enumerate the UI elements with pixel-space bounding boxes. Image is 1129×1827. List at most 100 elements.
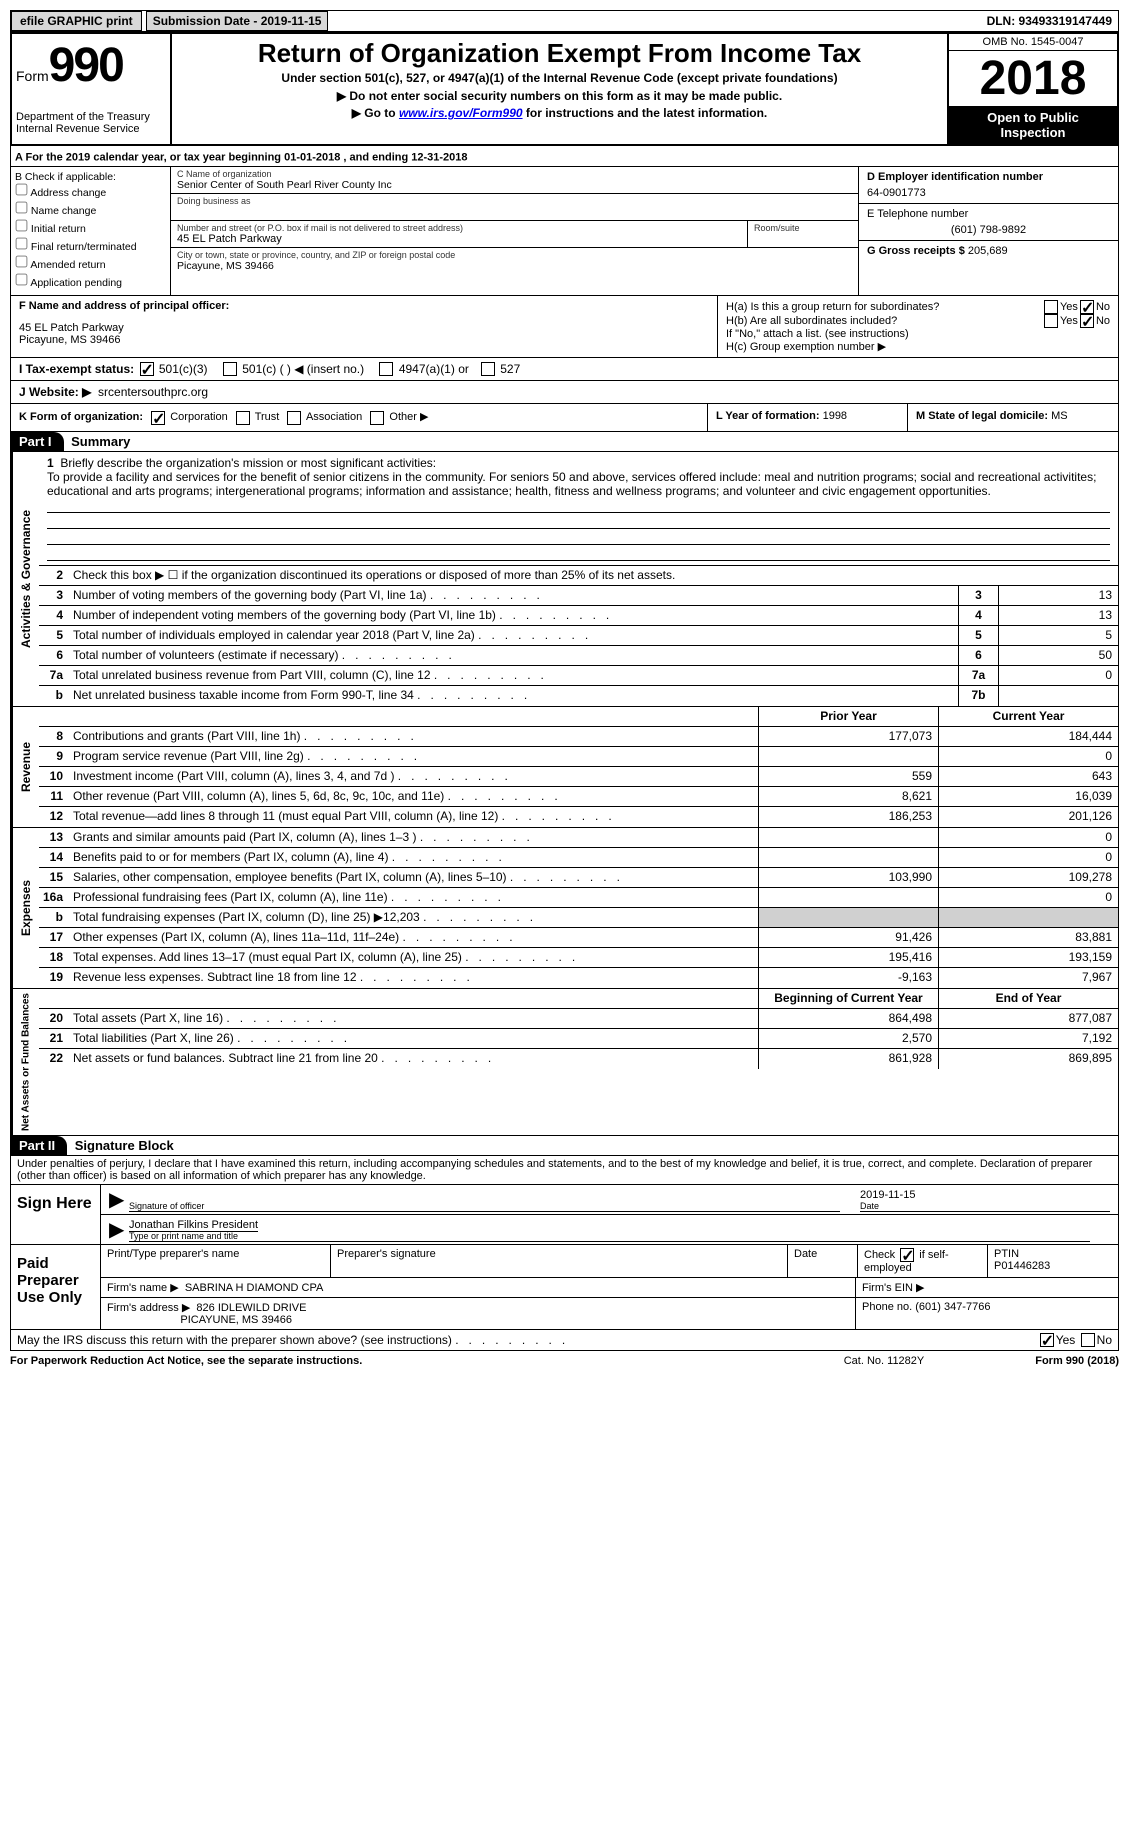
table-row: bTotal fundraising expenses (Part IX, co… xyxy=(39,908,1118,928)
check-name-change[interactable]: Name change xyxy=(15,201,166,217)
check-501c3[interactable] xyxy=(140,362,154,376)
mission-text: To provide a facility and services for t… xyxy=(47,470,1110,498)
submission-date: Submission Date - 2019-11-15 xyxy=(146,11,329,31)
form-990-page: efile GRAPHIC print Submission Date - 20… xyxy=(0,0,1129,1377)
dln: DLN: 93493319147449 xyxy=(987,14,1118,28)
discuss-yes[interactable] xyxy=(1040,1333,1054,1347)
hb-no[interactable] xyxy=(1080,314,1094,328)
table-row: 6Total number of volunteers (estimate if… xyxy=(39,646,1118,666)
check-501c[interactable] xyxy=(223,362,237,376)
sec-expenses: Expenses 13Grants and similar amounts pa… xyxy=(10,828,1119,989)
table-row: 4Number of independent voting members of… xyxy=(39,606,1118,626)
cat-no: Cat. No. 11282Y xyxy=(809,1355,959,1367)
paperwork-notice: For Paperwork Reduction Act Notice, see … xyxy=(10,1355,809,1367)
h-block: H(a) Is this a group return for subordin… xyxy=(718,296,1118,357)
city-label: City or town, state or province, country… xyxy=(177,250,852,260)
form-label: Form xyxy=(16,68,49,84)
sidebar-expenses: Expenses xyxy=(11,828,39,988)
part2-title: Signature Block xyxy=(71,1138,174,1153)
sidebar-netassets: Net Assets or Fund Balances xyxy=(11,989,39,1135)
table-row: 13Grants and similar amounts paid (Part … xyxy=(39,828,1118,848)
check-4947[interactable] xyxy=(379,362,393,376)
signature-block: Under penalties of perjury, I declare th… xyxy=(10,1156,1119,1330)
subtitle-1: Under section 501(c), 527, or 4947(a)(1)… xyxy=(281,71,837,85)
table-row: bNet unrelated business taxable income f… xyxy=(39,686,1118,706)
perjury-text: Under penalties of perjury, I declare th… xyxy=(11,1156,1118,1185)
line-a: A For the 2019 calendar year, or tax yea… xyxy=(10,146,1119,167)
form-page: Form 990 (2018) xyxy=(959,1355,1119,1367)
dept-treasury: Department of the Treasury xyxy=(16,111,166,123)
table-row: 5Total number of individuals employed in… xyxy=(39,626,1118,646)
table-row: 11Other revenue (Part VIII, column (A), … xyxy=(39,787,1118,807)
table-row: 20Total assets (Part X, line 16)864,4988… xyxy=(39,1009,1118,1029)
table-row: 18Total expenses. Add lines 13–17 (must … xyxy=(39,948,1118,968)
table-row: 21Total liabilities (Part X, line 26)2,5… xyxy=(39,1029,1118,1049)
room-label: Room/suite xyxy=(754,223,852,233)
website: srcentersouthprc.org xyxy=(98,385,208,399)
check-self-employed[interactable] xyxy=(900,1248,914,1262)
check-association[interactable] xyxy=(287,411,301,425)
irs-discuss: May the IRS discuss this return with the… xyxy=(10,1330,1119,1351)
check-final-return[interactable]: Final return/terminated xyxy=(15,237,166,253)
open-to-public: Open to Public Inspection xyxy=(949,106,1117,144)
table-row: 22Net assets or fund balances. Subtract … xyxy=(39,1049,1118,1069)
ein: 64-0901773 xyxy=(867,187,1110,199)
tax-year: 2018 xyxy=(949,51,1117,106)
part1-bar: Part I Summary xyxy=(10,432,1119,452)
d-label: D Employer identification number xyxy=(867,171,1043,183)
check-trust[interactable] xyxy=(236,411,250,425)
header-mid: Return of Organization Exempt From Incom… xyxy=(172,34,947,144)
row-f-h: F Name and address of principal officer:… xyxy=(10,296,1119,358)
g-label: G Gross receipts $ xyxy=(867,245,965,257)
part1-title: Summary xyxy=(67,434,130,449)
ha-yes[interactable] xyxy=(1044,300,1058,314)
principal-officer: F Name and address of principal officer:… xyxy=(11,296,718,357)
subtitle-2: ▶ Do not enter social security numbers o… xyxy=(176,89,943,105)
check-initial-return[interactable]: Initial return xyxy=(15,219,166,235)
check-other[interactable] xyxy=(370,411,384,425)
line-2: Check this box ▶ ☐ if the organization d… xyxy=(69,566,1118,585)
row-klm: K Form of organization: Corporation Trus… xyxy=(10,404,1119,431)
check-527[interactable] xyxy=(481,362,495,376)
org-name: Senior Center of South Pearl River Count… xyxy=(177,179,852,191)
header-right: OMB No. 1545-0047 2018 Open to Public In… xyxy=(947,34,1117,144)
col-c: C Name of organization Senior Center of … xyxy=(171,167,858,295)
goto-post: for instructions and the latest informat… xyxy=(523,106,768,120)
sec-governance: Activities & Governance 1 Briefly descri… xyxy=(10,452,1119,707)
form-number: 990 xyxy=(49,39,123,92)
hb-yes[interactable] xyxy=(1044,314,1058,328)
table-row: 14Benefits paid to or for members (Part … xyxy=(39,848,1118,868)
c-org-label: C Name of organization xyxy=(177,169,852,179)
check-address-change[interactable]: Address change xyxy=(15,183,166,199)
check-corporation[interactable] xyxy=(151,411,165,425)
part2-tag: Part II xyxy=(11,1136,67,1155)
discuss-no[interactable] xyxy=(1081,1333,1095,1347)
irs-link[interactable]: www.irs.gov/Form990 xyxy=(399,106,523,120)
row-i: I Tax-exempt status: 501(c)(3) 501(c) ( … xyxy=(10,358,1119,382)
addr-label: Number and street (or P.O. box if mail i… xyxy=(177,223,741,233)
sec-revenue: Revenue Prior Year Current Year 8Contrib… xyxy=(10,707,1119,828)
telephone: (601) 798-9892 xyxy=(867,224,1110,236)
sign-here-label: Sign Here xyxy=(11,1185,101,1244)
table-row: 15Salaries, other compensation, employee… xyxy=(39,868,1118,888)
table-row: 10Investment income (Part VIII, column (… xyxy=(39,767,1118,787)
part1-tag: Part I xyxy=(11,432,64,451)
table-row: 16aProfessional fundraising fees (Part I… xyxy=(39,888,1118,908)
sidebar-governance: Activities & Governance xyxy=(11,452,39,706)
gross-receipts: 205,689 xyxy=(968,245,1008,257)
identity-block: B Check if applicable: Address change Na… xyxy=(10,167,1119,296)
table-row: 7aTotal unrelated business revenue from … xyxy=(39,666,1118,686)
street-address: 45 EL Patch Parkway xyxy=(177,233,741,245)
goto-pre: ▶ Go to xyxy=(352,106,399,120)
omb-number: OMB No. 1545-0047 xyxy=(949,34,1117,51)
part2-bar: Part II Signature Block xyxy=(10,1136,1119,1156)
table-row: 17Other expenses (Part IX, column (A), l… xyxy=(39,928,1118,948)
dba-label: Doing business as xyxy=(177,196,852,206)
check-application-pending[interactable]: Application pending xyxy=(15,273,166,289)
sec-netassets: Net Assets or Fund Balances Beginning of… xyxy=(10,989,1119,1136)
city-state-zip: Picayune, MS 39466 xyxy=(177,260,852,272)
table-row: 19Revenue less expenses. Subtract line 1… xyxy=(39,968,1118,988)
efile-print-button[interactable]: efile GRAPHIC print xyxy=(11,11,142,31)
header-left: Form990 Department of the Treasury Inter… xyxy=(12,34,172,144)
check-amended-return[interactable]: Amended return xyxy=(15,255,166,271)
